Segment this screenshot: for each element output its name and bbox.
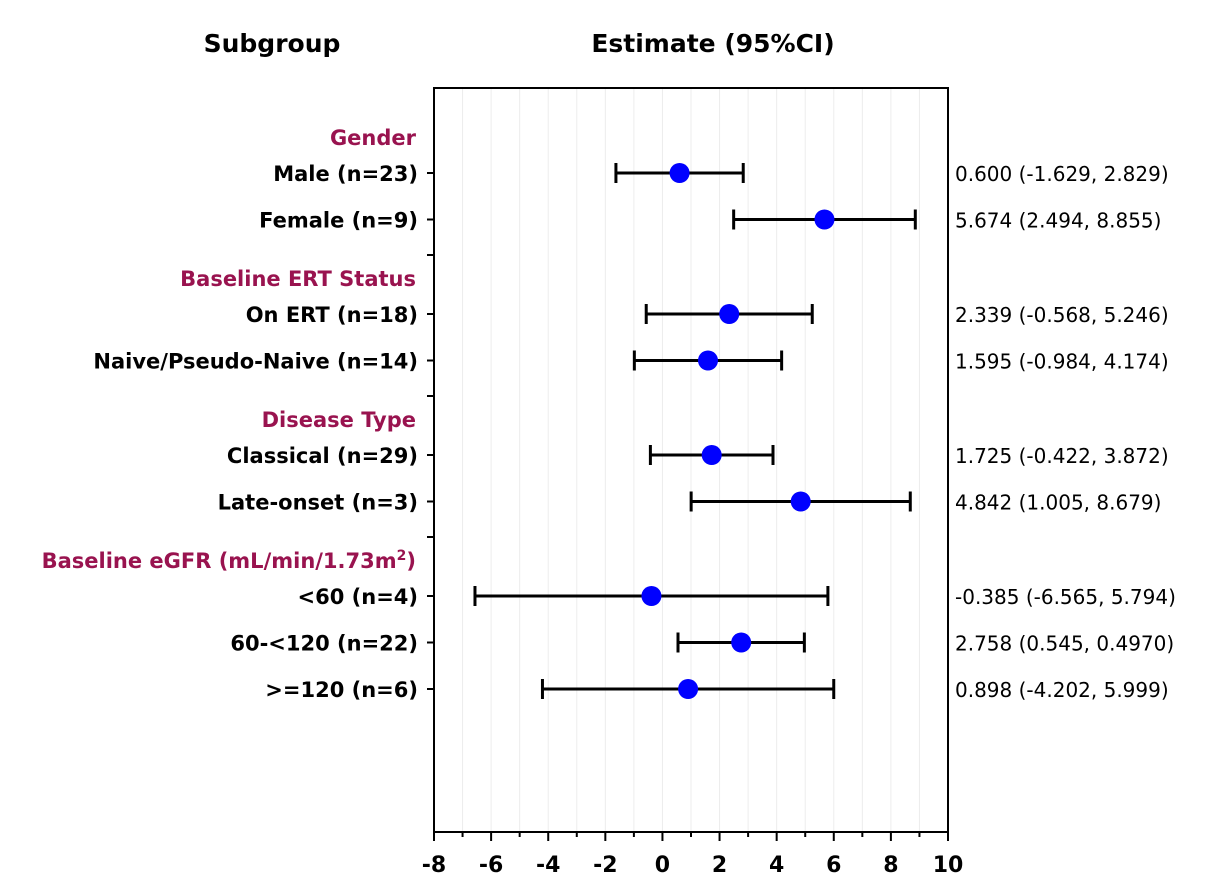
x-tick-label: 6: [826, 853, 841, 878]
estimate-header: Estimate (95%CI): [591, 29, 834, 58]
estimate-text: 5.674 (2.494, 8.855): [955, 209, 1161, 233]
estimate-point: [697, 350, 718, 371]
estimate-point: [731, 632, 752, 653]
row-label: On ERT (n=18): [246, 303, 418, 327]
row-label: Naive/Pseudo-Naive (n=14): [93, 350, 418, 374]
group-label: Baseline ERT Status: [180, 267, 416, 291]
x-tick-label: -8: [422, 853, 446, 878]
estimate-point: [814, 209, 835, 230]
x-tick-label: -2: [593, 853, 617, 878]
estimate-point: [678, 679, 699, 699]
x-tick-label: 4: [769, 853, 784, 878]
estimate-point: [790, 491, 811, 512]
group-label-text: Gender: [330, 126, 417, 150]
row-label: Male (n=23): [273, 162, 418, 186]
row-label: <60 (n=4): [298, 585, 418, 609]
x-tick-label: -4: [536, 853, 560, 878]
group-label-text: Baseline ERT Status: [180, 267, 416, 291]
group-label: Disease Type: [262, 408, 416, 432]
estimate-point: [669, 163, 690, 183]
group-label: Gender: [330, 126, 417, 150]
estimate-text: 2.758 (0.545, 0.4970): [955, 632, 1174, 656]
subgroup-header: Subgroup: [204, 29, 341, 58]
row-label: >=120 (n=6): [265, 678, 418, 702]
x-tick-label: -6: [479, 853, 503, 878]
row-label: Late-onset (n=3): [218, 491, 418, 515]
estimate-point: [719, 304, 740, 324]
estimate-text: 1.595 (-0.984, 4.174): [955, 350, 1169, 374]
group-label-end: ): [406, 549, 416, 573]
group-label: Baseline eGFR (mL/min/1.73m2): [42, 548, 416, 573]
row-label: Classical (n=29): [227, 444, 418, 468]
row-label: 60-<120 (n=22): [230, 632, 418, 656]
x-tick-label: 10: [933, 853, 964, 878]
group-label-text: Disease Type: [262, 408, 416, 432]
estimate-text: 0.600 (-1.629, 2.829): [955, 162, 1169, 186]
estimate-text: 2.339 (-0.568, 5.246): [955, 303, 1169, 327]
group-label-text: Baseline eGFR (mL/min/1.73m: [42, 549, 397, 573]
estimate-point: [641, 586, 662, 606]
x-tick-label: 8: [883, 853, 898, 878]
row-label: Female (n=9): [259, 209, 418, 233]
estimate-text: 0.898 (-4.202, 5.999): [955, 678, 1169, 702]
estimate-point: [701, 445, 722, 465]
estimate-text: -0.385 (-6.565, 5.794): [955, 585, 1176, 609]
estimate-text: 4.842 (1.005, 8.679): [955, 491, 1161, 515]
estimate-text: 1.725 (-0.422, 3.872): [955, 444, 1169, 468]
group-label-superscript: 2: [397, 548, 407, 564]
x-tick-label: 2: [712, 853, 727, 878]
x-tick-label: 0: [655, 853, 670, 878]
